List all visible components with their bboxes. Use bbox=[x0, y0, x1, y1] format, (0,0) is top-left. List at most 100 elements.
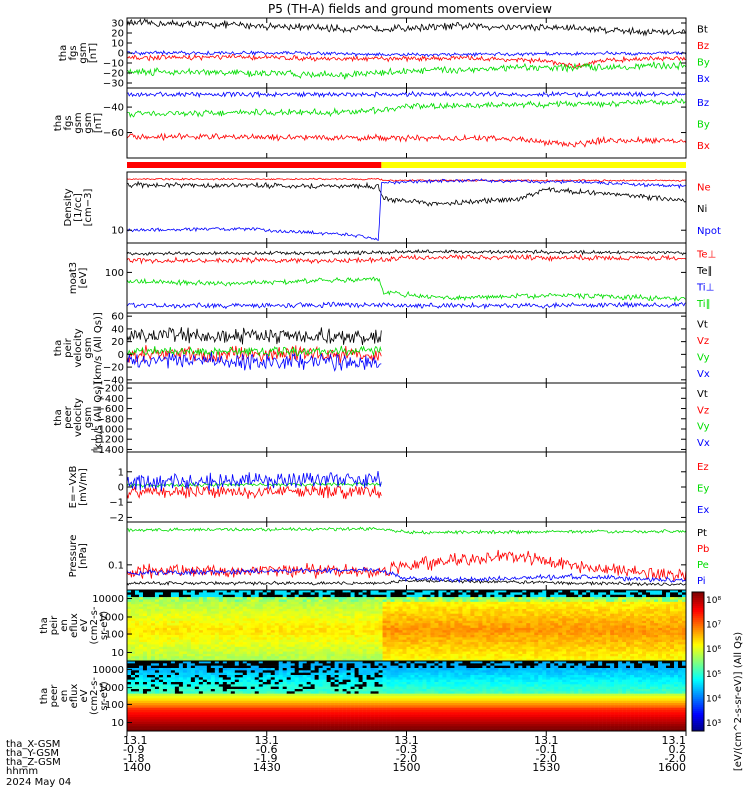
spectrogram-cell bbox=[638, 637, 643, 640]
spectrogram-cell bbox=[654, 646, 659, 650]
spectrogram-cell bbox=[358, 597, 363, 600]
spectrogram-cell bbox=[374, 658, 379, 662]
spectrogram-cell bbox=[338, 653, 343, 657]
spectrogram-cell bbox=[382, 611, 387, 614]
spectrogram-cell bbox=[286, 594, 291, 598]
spectrogram-cell bbox=[222, 651, 228, 655]
spectrogram-cell bbox=[310, 653, 315, 657]
spectrogram-cell bbox=[130, 620, 136, 624]
spectrogram-cell bbox=[330, 644, 335, 648]
spectrogram-cell bbox=[198, 627, 204, 631]
spectrogram-cell bbox=[314, 649, 319, 652]
spectrogram-cell bbox=[178, 594, 184, 598]
spectrogram-cell bbox=[174, 693, 180, 697]
spectrogram-cell bbox=[642, 658, 647, 662]
spectrogram-cell bbox=[554, 604, 559, 607]
spectrogram-cell bbox=[326, 634, 331, 638]
spectrogram-cell bbox=[142, 658, 148, 662]
spectrogram-cell bbox=[182, 625, 188, 629]
spectrogram-cell bbox=[506, 618, 511, 622]
spectrogram-cell bbox=[166, 670, 172, 673]
spectrogram-cell bbox=[482, 637, 487, 640]
spectrogram-cell bbox=[602, 608, 607, 612]
spectrogram-cell bbox=[554, 649, 559, 652]
spectrogram-cell bbox=[590, 601, 595, 605]
spectrogram-cell bbox=[542, 646, 547, 650]
spectrogram-cell bbox=[446, 644, 451, 648]
spectrogram-cell bbox=[190, 632, 196, 636]
spectrogram-cell bbox=[622, 639, 627, 643]
spectrogram-cell bbox=[582, 646, 587, 650]
spectrogram-cell bbox=[614, 616, 619, 619]
spectrogram-cell bbox=[302, 639, 307, 643]
spectrogram-cell bbox=[166, 686, 172, 690]
spectrogram-cell bbox=[370, 611, 375, 614]
spectrogram-cell bbox=[362, 639, 367, 643]
spectrogram-cell bbox=[666, 639, 671, 643]
spectrogram-cell bbox=[274, 604, 280, 607]
spectrogram-cell bbox=[142, 710, 148, 713]
spectrogram-cell bbox=[366, 597, 371, 600]
spectrogram-cell bbox=[150, 686, 156, 690]
spectrogram-cell bbox=[494, 599, 499, 603]
spectrogram-cell bbox=[434, 632, 439, 636]
spectrogram-cell bbox=[630, 651, 635, 655]
spectrogram-cell bbox=[526, 604, 531, 607]
spectrogram-cell bbox=[134, 623, 140, 626]
spectrogram-cell bbox=[318, 658, 323, 662]
spectrogram-cell bbox=[538, 642, 543, 645]
y-axis-label-line: gsm bbox=[78, 42, 89, 63]
spectrogram-cell bbox=[366, 601, 371, 605]
spectrogram-cell bbox=[646, 649, 651, 652]
series-trace bbox=[126, 351, 382, 372]
spectrogram-cell bbox=[158, 611, 164, 614]
spectrogram-cell bbox=[426, 637, 431, 640]
spectrogram-cell bbox=[498, 646, 503, 650]
spectrogram-cell bbox=[422, 656, 427, 659]
spectrogram-cell bbox=[654, 627, 659, 631]
spectrogram-cell bbox=[646, 632, 651, 636]
spectrogram-cell bbox=[666, 618, 671, 622]
spectrogram-cell bbox=[438, 597, 443, 600]
spectrogram-cell bbox=[338, 606, 343, 610]
spectrogram-cell bbox=[202, 606, 208, 610]
spectrogram-cell bbox=[478, 601, 483, 605]
spectrogram-cell bbox=[438, 644, 443, 648]
y-axis-label-line: gsm bbox=[83, 112, 94, 133]
spectrogram-cell bbox=[682, 644, 687, 648]
spectrogram-cell bbox=[662, 616, 667, 619]
spectrogram-cell bbox=[186, 620, 192, 624]
spectrogram-cell bbox=[674, 613, 679, 617]
spectrogram-cell bbox=[478, 630, 483, 633]
spectrogram-cell bbox=[490, 634, 495, 638]
spectrogram-cell bbox=[398, 618, 403, 622]
spectrogram-cell bbox=[382, 639, 387, 643]
spectrogram-cell bbox=[178, 684, 184, 687]
spectrogram-cell bbox=[422, 597, 427, 600]
spectrogram-cell bbox=[426, 613, 431, 617]
spectrogram-cell bbox=[127, 691, 132, 694]
spectrogram-cell bbox=[258, 646, 264, 650]
spectrogram-cell bbox=[682, 594, 687, 598]
spectrogram-cell bbox=[658, 592, 663, 596]
spectrogram-cell bbox=[314, 623, 319, 626]
spectrogram-cell bbox=[634, 608, 639, 612]
spectrogram-cell bbox=[458, 613, 463, 617]
spectrogram-cell bbox=[130, 594, 136, 598]
spectrogram-cell bbox=[130, 590, 136, 593]
spectrogram-cell bbox=[334, 611, 339, 614]
spectrogram-cell bbox=[402, 613, 407, 617]
spectrogram-cell bbox=[226, 639, 232, 643]
spectrogram-cell bbox=[138, 717, 144, 720]
series-trace bbox=[126, 60, 687, 80]
spectrogram-cell bbox=[294, 592, 299, 596]
spectrogram-cell bbox=[182, 620, 188, 624]
spectrogram-cell bbox=[134, 590, 140, 593]
spectrogram-cell bbox=[174, 672, 180, 676]
spectrogram-cell bbox=[478, 590, 483, 593]
spectrogram-cell bbox=[358, 634, 363, 638]
spectrogram-cell bbox=[142, 677, 148, 680]
spectrogram-cell bbox=[458, 604, 463, 607]
spectrogram-cell bbox=[522, 611, 527, 614]
spectrogram-cell bbox=[278, 658, 284, 662]
